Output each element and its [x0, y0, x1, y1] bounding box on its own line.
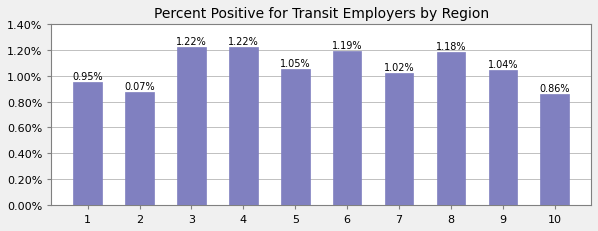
Text: 1.22%: 1.22%: [176, 37, 207, 47]
Bar: [437, 53, 465, 205]
Bar: [489, 71, 517, 205]
Text: 0.07%: 0.07%: [124, 82, 155, 92]
Bar: [126, 93, 154, 205]
Bar: [385, 74, 413, 205]
Text: 1.02%: 1.02%: [384, 63, 414, 73]
Bar: [281, 70, 310, 205]
Text: 0.95%: 0.95%: [72, 72, 103, 82]
Text: 1.18%: 1.18%: [436, 42, 466, 52]
Bar: [74, 83, 102, 205]
Text: 1.22%: 1.22%: [228, 37, 259, 47]
Text: 1.19%: 1.19%: [332, 41, 362, 51]
Text: 1.04%: 1.04%: [487, 60, 518, 70]
Bar: [541, 94, 569, 205]
Bar: [333, 52, 361, 205]
Bar: [177, 48, 206, 205]
Text: 0.86%: 0.86%: [539, 83, 570, 93]
Bar: [229, 48, 258, 205]
Text: 1.05%: 1.05%: [280, 59, 310, 69]
Title: Percent Positive for Transit Employers by Region: Percent Positive for Transit Employers b…: [154, 7, 489, 21]
